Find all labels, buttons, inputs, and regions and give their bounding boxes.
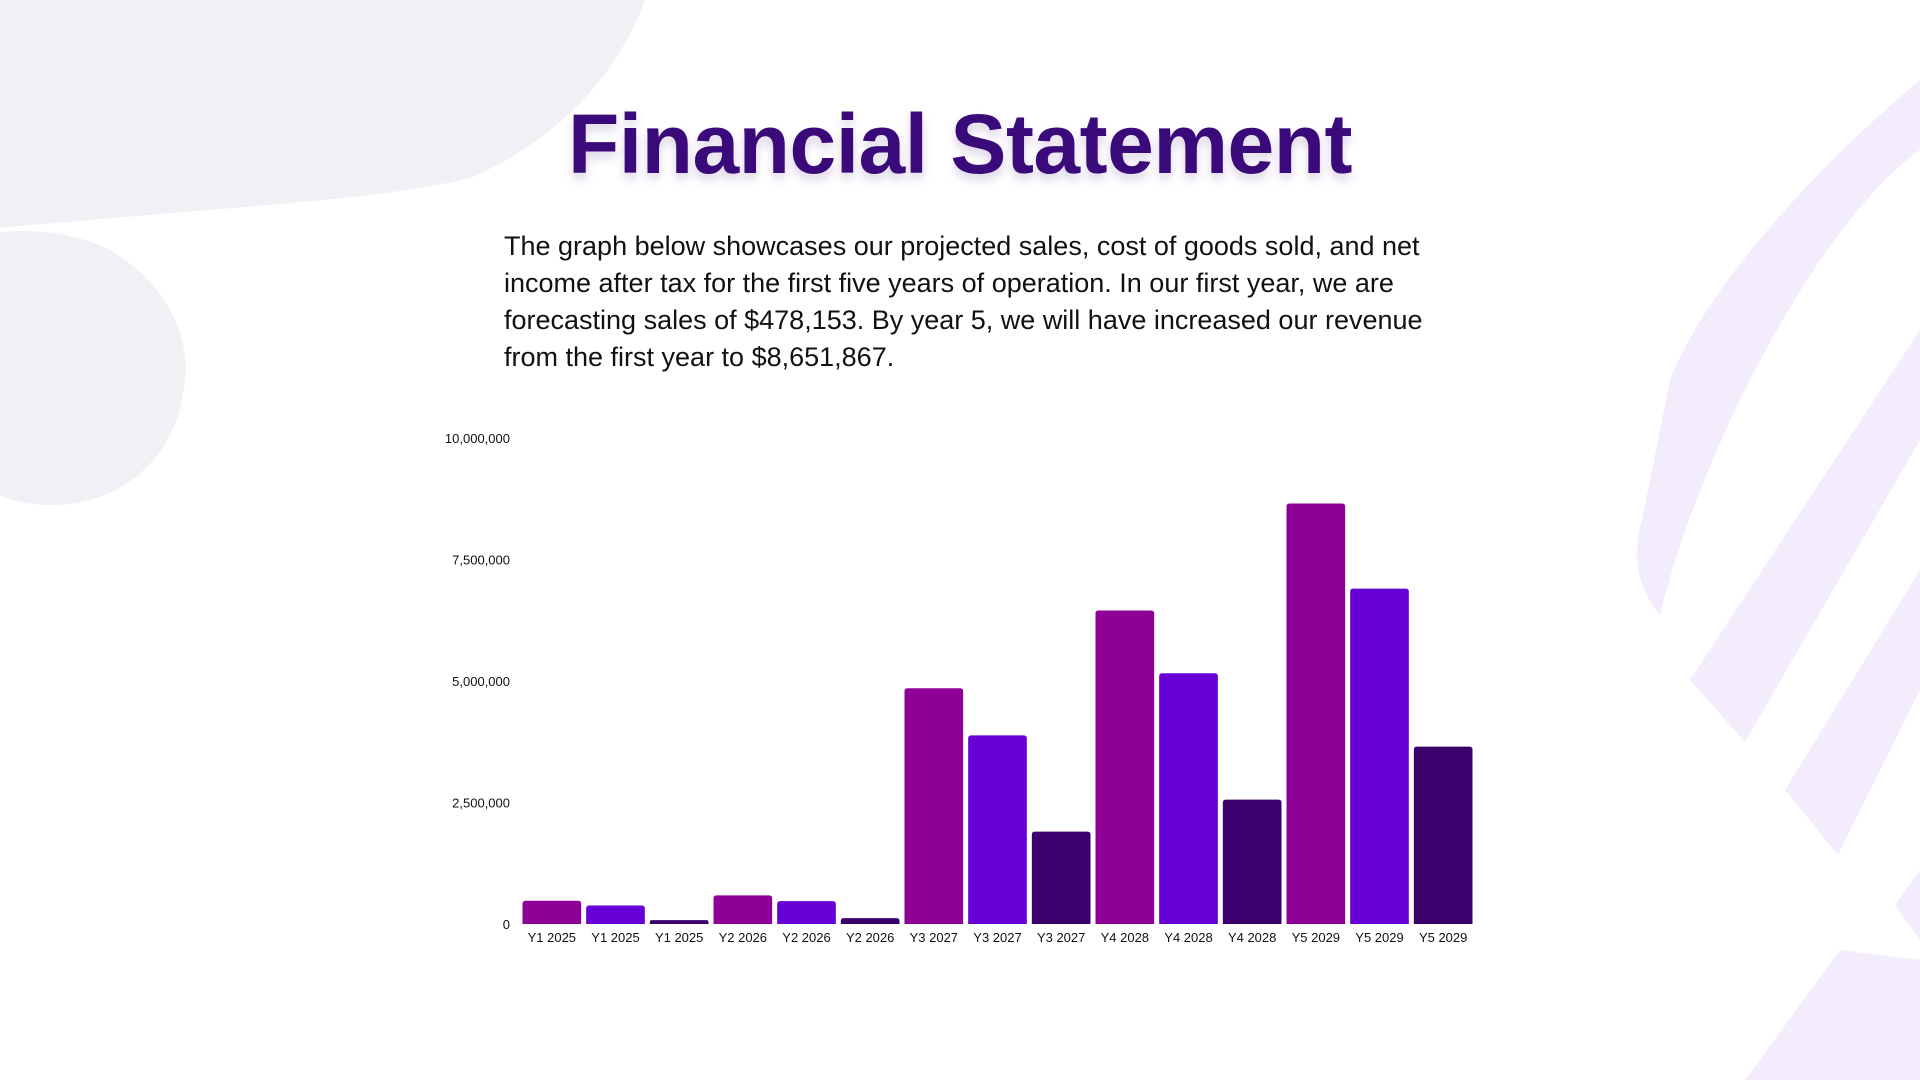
x-tick-label: Y4 2028 xyxy=(1101,930,1149,945)
y-tick-label: 2,500,000 xyxy=(452,796,510,811)
x-tick-label: Y3 2027 xyxy=(973,930,1021,945)
bar xyxy=(713,895,773,924)
bar xyxy=(1350,588,1409,924)
right-stripe-3 xyxy=(1895,870,1920,940)
chart-description: The graph below showcases our projected … xyxy=(504,231,1423,372)
y-tick-label: 10,000,000 xyxy=(445,431,510,446)
left-circle-blob xyxy=(0,230,186,505)
bar xyxy=(840,918,900,924)
x-tick-label: Y3 2027 xyxy=(910,930,958,945)
x-tick-label: Y1 2025 xyxy=(591,930,639,945)
bar xyxy=(1031,831,1091,924)
x-tick-label: Y3 2027 xyxy=(1037,930,1085,945)
right-stripe-1 xyxy=(1690,330,1920,742)
bar xyxy=(968,735,1027,924)
y-axis: 0 2,500,000 5,000,000 7,500,000 10,000,000 xyxy=(445,431,510,932)
x-tick-label: Y5 2029 xyxy=(1292,930,1340,945)
right-arc-shape xyxy=(1636,30,1920,615)
y-tick-label: 5,000,000 xyxy=(452,674,510,689)
x-tick-label: Y4 2028 xyxy=(1164,930,1212,945)
bar xyxy=(1222,799,1282,924)
bar xyxy=(1286,503,1346,924)
x-tick-label: Y2 2026 xyxy=(846,930,894,945)
bar xyxy=(1095,610,1155,924)
x-tick-label: Y5 2029 xyxy=(1419,930,1467,945)
bar xyxy=(586,905,645,924)
x-tick-label: Y1 2025 xyxy=(655,930,703,945)
x-tick-label: Y2 2026 xyxy=(782,930,830,945)
page-title: Financial Statement xyxy=(567,97,1353,191)
top-left-blob xyxy=(0,0,645,228)
bar xyxy=(904,688,964,924)
right-stripe-2 xyxy=(1785,570,1920,855)
bar xyxy=(522,900,582,924)
y-tick-label: 7,500,000 xyxy=(452,553,510,568)
x-tick-label: Y1 2025 xyxy=(528,930,576,945)
bars xyxy=(522,503,1473,924)
bar xyxy=(1159,673,1218,924)
bar xyxy=(777,901,836,924)
right-bottom-shape xyxy=(1745,950,1920,1080)
x-tick-label: Y5 2029 xyxy=(1355,930,1403,945)
x-tick-label: Y4 2028 xyxy=(1228,930,1276,945)
y-tick-label: 0 xyxy=(503,917,510,932)
bar xyxy=(649,920,709,924)
bar xyxy=(1413,746,1473,924)
x-axis: Y1 2025 Y1 2025 Y1 2025 Y2 2026 Y2 2026 Y2 20… xyxy=(528,930,1468,945)
x-tick-label: Y2 2026 xyxy=(719,930,767,945)
